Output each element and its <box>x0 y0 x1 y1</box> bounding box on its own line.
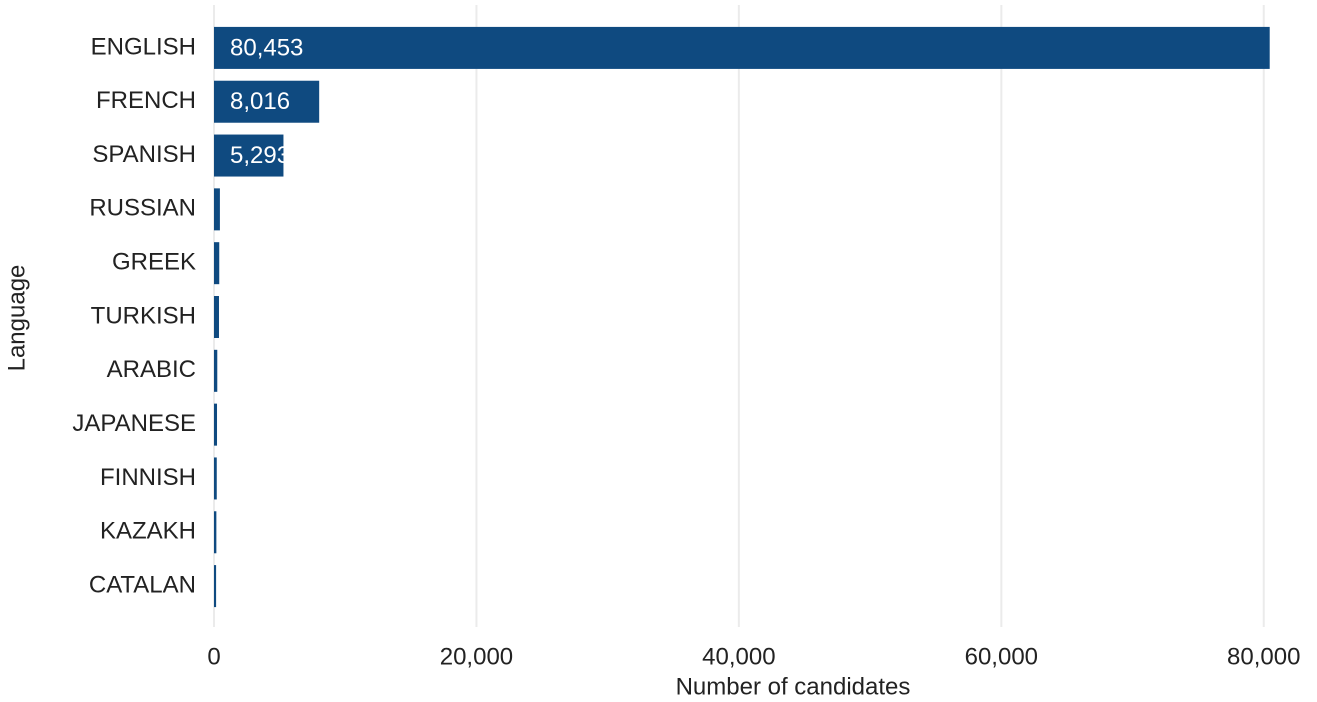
bar <box>214 188 220 231</box>
bar <box>214 511 217 554</box>
value-label: 8,016 <box>230 88 290 115</box>
bar <box>214 296 219 338</box>
y-tick-label: FRENCH <box>96 87 196 114</box>
value-label: 5,293 <box>230 142 290 169</box>
y-tick-label: KAZAKH <box>100 518 196 545</box>
bar <box>214 134 284 177</box>
y-tick-label: ARABIC <box>107 356 196 383</box>
value-label: 80,453 <box>230 34 303 61</box>
x-axis-label: Number of candidates <box>676 673 911 700</box>
y-tick-label: FINNISH <box>100 464 196 491</box>
y-tick-label: ENGLISH <box>91 33 196 60</box>
bar <box>214 80 320 123</box>
x-tick-label: 60,000 <box>965 643 1038 670</box>
x-tick-label: 20,000 <box>440 643 513 670</box>
y-tick-label: RUSSIAN <box>89 195 196 222</box>
bar <box>214 403 218 446</box>
bar <box>214 457 217 500</box>
y-tick-label: SPANISH <box>92 141 196 168</box>
y-tick-label: JAPANESE <box>72 410 196 437</box>
bar <box>214 242 220 285</box>
bar <box>214 349 218 392</box>
y-tick-label: CATALAN <box>89 571 196 598</box>
bar <box>214 565 217 608</box>
bar <box>214 26 1270 69</box>
x-tick-label: 0 <box>207 643 220 670</box>
y-axis-label: Language <box>3 265 30 372</box>
y-tick-label: TURKISH <box>91 302 196 329</box>
x-tick-label: 80,000 <box>1227 643 1300 670</box>
x-tick-label: 40,000 <box>702 643 775 670</box>
y-tick-label: GREEK <box>112 249 196 276</box>
